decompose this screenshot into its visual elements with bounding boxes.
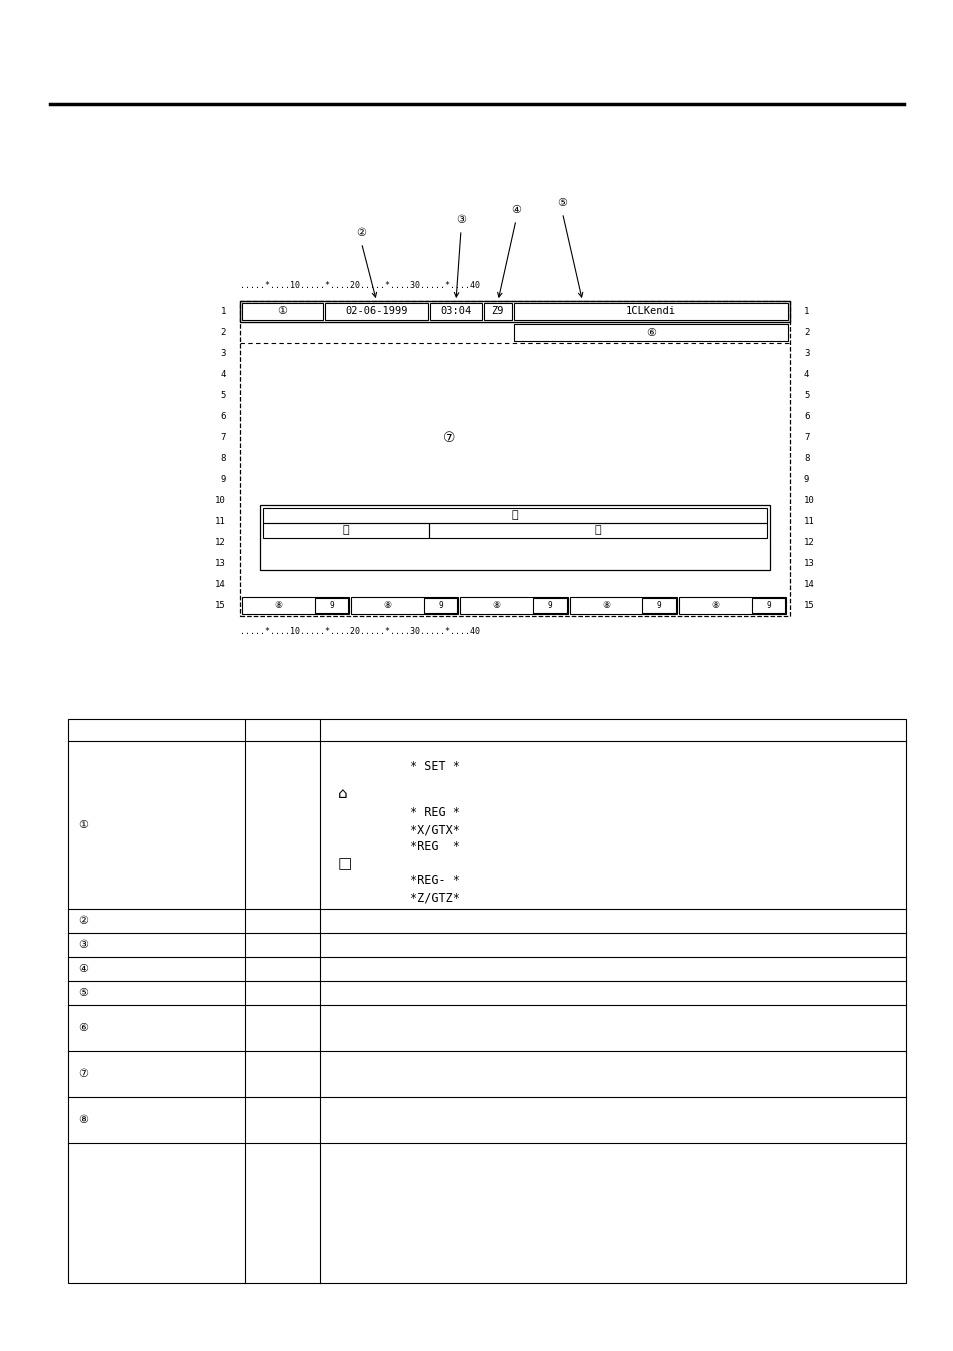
Text: 9: 9 [765,601,770,611]
Text: 3: 3 [220,349,226,358]
Text: ⑤: ⑤ [557,199,567,208]
Text: 7: 7 [803,434,808,442]
Text: 5: 5 [220,390,226,400]
Text: 2: 2 [220,328,226,336]
Bar [430,303,481,320]
Text: ⑦: ⑦ [442,431,455,444]
Text: ⑧: ⑧ [493,601,500,611]
Text: 13: 13 [215,559,226,567]
Bar [483,303,512,320]
Text: 9: 9 [220,476,226,484]
Bar [242,303,323,320]
Bar [314,598,348,613]
Text: 9: 9 [438,601,442,611]
Text: ⌂: ⌂ [337,785,347,801]
Text: ⑦: ⑦ [78,1069,88,1079]
Text: 8: 8 [803,454,808,463]
Text: 10: 10 [803,496,814,505]
Text: 9: 9 [329,601,334,611]
Text: ②: ② [78,916,88,925]
Bar [240,301,789,322]
Bar [351,597,458,613]
Text: ④: ④ [78,965,88,974]
Text: 11: 11 [803,517,814,526]
Text: 14: 14 [803,580,814,589]
Text: 4: 4 [220,370,226,380]
Text: 6: 6 [220,412,226,422]
Text: ⑥: ⑥ [645,327,656,338]
Text: ⑧: ⑧ [601,601,610,611]
Text: 7: 7 [220,434,226,442]
Text: 03:04: 03:04 [440,307,471,316]
Text: ⑤: ⑤ [78,988,88,998]
Text: 3: 3 [803,349,808,358]
Bar [424,598,456,613]
Text: *X/GTX*: *X/GTX* [410,824,459,836]
Text: ②: ② [356,228,366,238]
Bar [514,303,787,320]
Text: 8: 8 [220,454,226,463]
Bar [429,523,766,538]
Text: ⑬: ⑬ [595,526,600,535]
Text: 9: 9 [547,601,552,611]
Text: .....*....10.....*....20.....*....30.....*....40: .....*....10.....*....20.....*....30....… [240,627,479,636]
Text: 15: 15 [215,601,226,611]
Text: Z9: Z9 [491,307,504,316]
Text: ⑪: ⑪ [511,511,517,520]
Text: ⑧: ⑧ [78,1115,88,1125]
Text: 11: 11 [215,517,226,526]
Bar [533,598,566,613]
Bar [242,597,349,613]
Text: 9: 9 [803,476,808,484]
Bar [325,303,428,320]
Text: ⑧: ⑧ [710,601,719,611]
Text: * SET *: * SET * [410,759,459,773]
Text: 12: 12 [803,538,814,547]
Text: 5: 5 [803,390,808,400]
Text: 13: 13 [803,559,814,567]
Bar [569,597,676,613]
Text: ⑧: ⑧ [383,601,392,611]
Text: 9: 9 [657,601,660,611]
Text: 14: 14 [215,580,226,589]
Bar [460,597,567,613]
Text: *REG  *: *REG * [410,840,459,854]
Text: ①: ① [78,820,88,830]
Bar [263,523,429,538]
Text: 1: 1 [220,307,226,316]
Text: 1: 1 [803,307,808,316]
Text: 6: 6 [803,412,808,422]
Bar [240,301,789,616]
Bar [514,324,787,340]
Text: 4: 4 [803,370,808,380]
Text: 10: 10 [215,496,226,505]
Text: ⑥: ⑥ [78,1023,88,1034]
Text: 15: 15 [803,601,814,611]
Text: □: □ [337,857,352,871]
Text: *REG- *: *REG- * [410,874,459,888]
Text: 02-06-1999: 02-06-1999 [345,307,407,316]
Bar [263,508,766,523]
Text: 2: 2 [803,328,808,336]
Text: ⑫: ⑫ [342,526,349,535]
Text: .....*....10.....*....20.....*....30.....*....40: .....*....10.....*....20.....*....30....… [240,281,479,289]
Bar [260,505,769,570]
Text: *Z/GTZ*: *Z/GTZ* [410,892,459,905]
Bar [68,719,905,1283]
Text: ④: ④ [511,205,520,215]
Bar [751,598,784,613]
Text: * REG *: * REG * [410,807,459,820]
Text: 1CLKendi: 1CLKendi [625,307,676,316]
Text: 12: 12 [215,538,226,547]
Bar [679,597,785,613]
Text: ③: ③ [456,215,465,226]
Text: ③: ③ [78,940,88,950]
Bar [641,598,675,613]
Text: ⑧: ⑧ [274,601,282,611]
Text: ①: ① [277,307,287,316]
